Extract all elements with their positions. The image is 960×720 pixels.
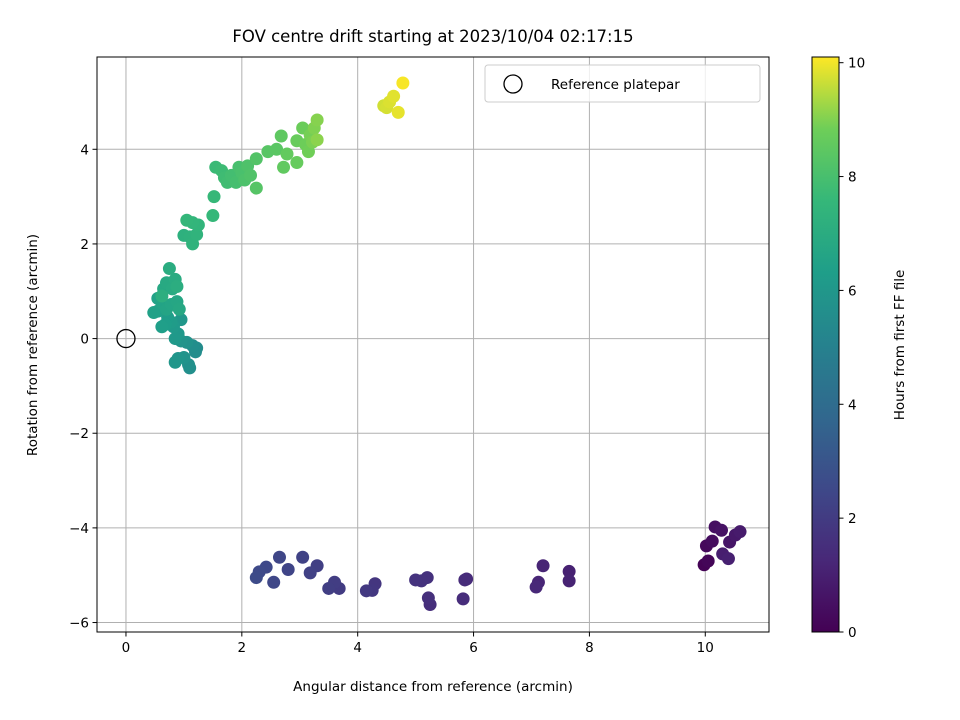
data-point xyxy=(249,181,263,195)
reference-marker-group xyxy=(116,328,136,349)
data-point xyxy=(244,168,258,182)
colorbar-ticks: 0 2 4 6 8 10 xyxy=(839,56,865,641)
colorbar-tick-label: 2 xyxy=(848,511,857,527)
legend-reference-label: Reference platepar xyxy=(551,77,680,93)
data-point xyxy=(396,76,410,90)
data-point xyxy=(721,552,735,566)
x-axis-label: Angular distance from reference (arcmin) xyxy=(293,679,573,695)
reference-marker xyxy=(116,328,136,349)
x-tick-label: 8 xyxy=(585,640,594,656)
data-point xyxy=(359,584,373,598)
plot-frame xyxy=(96,56,770,633)
grid-lines xyxy=(97,57,769,632)
y-axis-label: Rotation from reference (arcmin) xyxy=(25,234,41,456)
y-tick-label: 2 xyxy=(80,237,89,253)
legend: Reference platepar xyxy=(484,64,761,103)
y-axis-ticks: −6 −4 −2 0 2 4 xyxy=(69,142,97,632)
colorbar-tick-label: 10 xyxy=(848,56,865,72)
y-tick-label: 4 xyxy=(80,142,89,158)
data-point xyxy=(147,306,161,320)
y-tick-label: −2 xyxy=(69,426,89,442)
data-point xyxy=(162,262,176,276)
colorbar-label: Hours from first FF file xyxy=(892,270,908,421)
data-point xyxy=(387,89,401,103)
data-point xyxy=(322,581,336,595)
data-point xyxy=(272,550,286,564)
data-point xyxy=(155,289,169,303)
data-point xyxy=(733,525,747,539)
colorbar: 0 2 4 6 8 10 Hours from first FF file xyxy=(811,56,908,641)
data-point xyxy=(267,575,281,589)
data-point xyxy=(536,559,550,573)
colorbar-tick-label: 6 xyxy=(848,283,857,299)
data-point xyxy=(206,209,220,223)
x-axis-ticks: 0 2 4 6 8 10 xyxy=(122,632,714,656)
data-point xyxy=(714,523,728,537)
data-point xyxy=(391,105,405,119)
data-point xyxy=(705,534,719,548)
data-point xyxy=(207,190,221,204)
colorbar-tick-label: 0 xyxy=(848,625,857,641)
chart-title: FOV centre drift starting at 2023/10/04 … xyxy=(232,27,633,46)
legend-box xyxy=(484,64,761,103)
x-tick-label: 10 xyxy=(697,640,714,656)
data-point xyxy=(458,573,472,587)
data-point xyxy=(456,592,470,606)
data-point xyxy=(274,129,288,143)
legend-reference-marker xyxy=(503,74,523,94)
data-point xyxy=(277,160,291,174)
colorbar-gradient xyxy=(811,56,840,633)
x-tick-label: 6 xyxy=(469,640,478,656)
y-tick-label: 0 xyxy=(80,332,89,348)
data-point xyxy=(562,564,576,578)
y-tick-label: −4 xyxy=(69,521,89,537)
x-tick-label: 4 xyxy=(353,640,362,656)
data-point xyxy=(180,213,194,227)
data-point xyxy=(168,332,182,346)
data-point xyxy=(281,563,295,577)
y-tick-label: −6 xyxy=(69,616,89,632)
data-point xyxy=(170,280,184,294)
x-tick-label: 2 xyxy=(238,640,247,656)
data-point xyxy=(296,550,310,564)
data-point xyxy=(310,113,324,127)
data-point xyxy=(172,302,186,316)
data-point xyxy=(421,591,435,605)
data-point xyxy=(701,554,715,568)
data-point xyxy=(562,574,576,588)
data-point xyxy=(249,571,263,585)
data-point xyxy=(529,580,543,594)
data-point xyxy=(280,147,294,161)
x-tick-label: 0 xyxy=(122,640,131,656)
colorbar-tick-label: 8 xyxy=(848,170,857,186)
data-point xyxy=(409,573,423,587)
data-points xyxy=(147,76,747,612)
data-point xyxy=(155,320,169,334)
data-point xyxy=(303,566,317,580)
colorbar-tick-label: 4 xyxy=(848,397,857,413)
data-point xyxy=(168,355,182,369)
data-point xyxy=(290,156,304,170)
data-point xyxy=(270,142,284,156)
data-point xyxy=(310,133,324,147)
data-point xyxy=(249,152,263,166)
